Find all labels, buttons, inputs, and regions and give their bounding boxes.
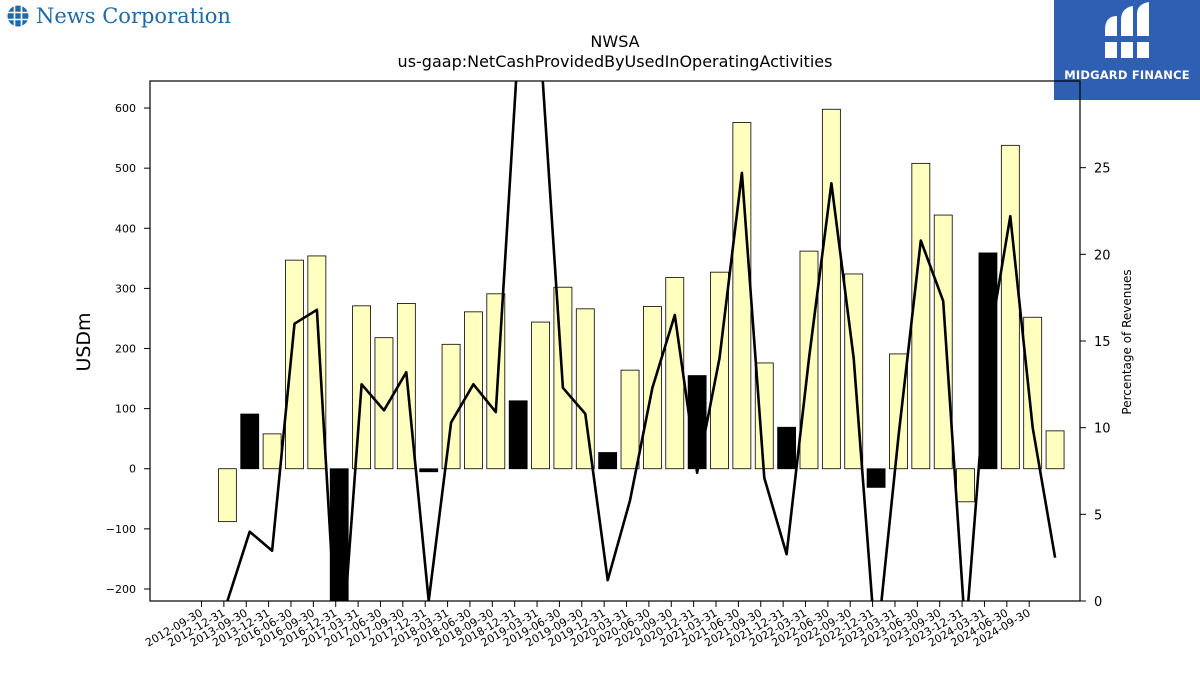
- bar: [889, 353, 908, 470]
- y-tick-label: −100: [106, 523, 136, 536]
- bar: [1000, 144, 1020, 470]
- bar: [217, 468, 237, 523]
- y-tick-label: 100: [115, 403, 136, 416]
- brand: News Corporation: [6, 4, 231, 28]
- chart-subtitle: us-gaap:NetCashProvidedByUsedInOperating…: [397, 52, 833, 71]
- y2-tick-label: 15: [1094, 335, 1111, 350]
- globe-icon: [7, 5, 29, 27]
- y2-tick-label: 0: [1094, 595, 1102, 610]
- bar: [531, 321, 550, 470]
- y-tick-label: 400: [115, 222, 136, 235]
- midgard-finance-logo: MIDGARD FINANCE: [1054, 0, 1200, 100]
- ratio-line: [226, 81, 1057, 601]
- y-tick-label: 0: [129, 463, 136, 476]
- bar: [665, 277, 685, 470]
- bar: [575, 308, 595, 470]
- y2-tick-label: 20: [1094, 248, 1111, 263]
- bar: [1023, 316, 1043, 470]
- bar: [240, 413, 260, 470]
- y-tick-label: 500: [115, 162, 136, 175]
- bar: [508, 400, 528, 470]
- y-tick-label: 300: [115, 282, 136, 295]
- y-tick-label: 200: [115, 343, 136, 356]
- logo-text: MIDGARD FINANCE: [1064, 68, 1190, 82]
- line-group: [226, 81, 1057, 601]
- chart-title: NWSA: [590, 32, 640, 51]
- y-tick-label: 600: [115, 102, 136, 115]
- bar: [598, 452, 618, 470]
- bar: [933, 214, 953, 470]
- bar: [911, 162, 931, 470]
- brand-name: News Corporation: [36, 4, 231, 28]
- bar: [307, 255, 327, 470]
- bar: [374, 337, 394, 470]
- midgard-logo-icon: [1105, 2, 1149, 58]
- bar: [262, 433, 282, 470]
- bar-group: [217, 108, 1065, 601]
- bar: [419, 468, 439, 473]
- bar: [285, 259, 304, 470]
- bar: [464, 311, 483, 470]
- bar: [620, 369, 640, 470]
- bar: [866, 468, 886, 488]
- y2-tick-label: 25: [1094, 162, 1111, 177]
- bar: [821, 108, 841, 470]
- bar: [777, 426, 797, 470]
- y2-tick-label: 10: [1094, 422, 1111, 437]
- bar: [1045, 430, 1065, 470]
- bar: [956, 468, 975, 503]
- y2-tick-label: 5: [1094, 508, 1102, 523]
- bar: [441, 343, 461, 470]
- y-tick-label: −200: [106, 583, 136, 596]
